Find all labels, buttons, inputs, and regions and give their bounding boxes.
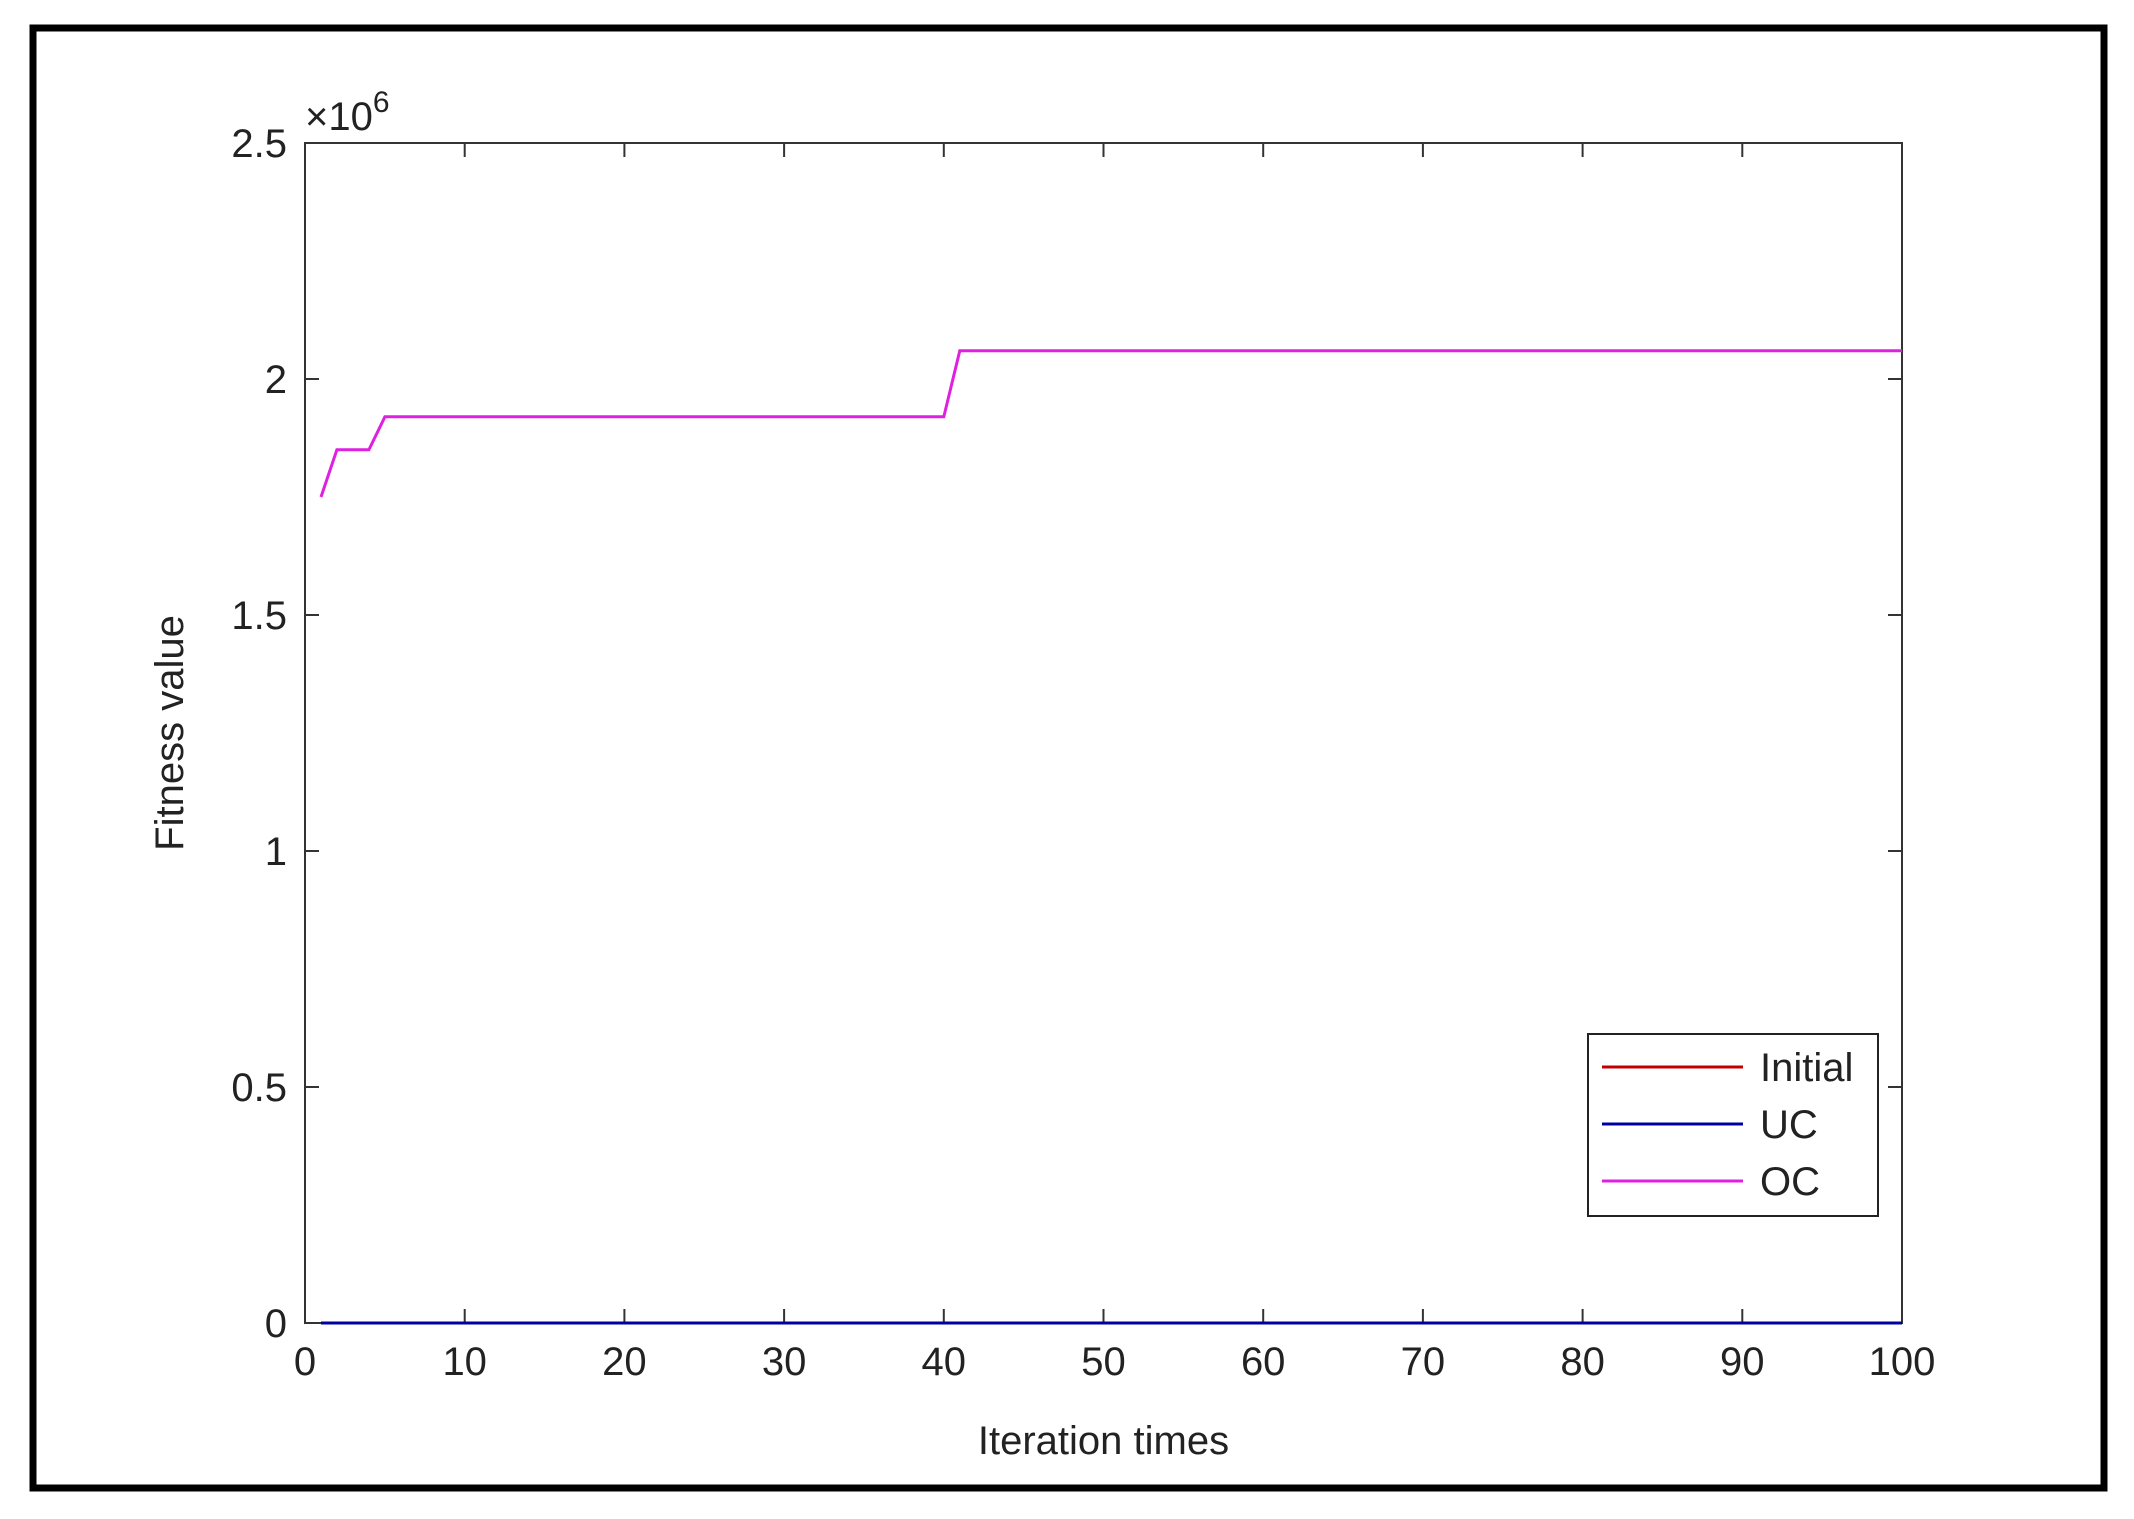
y-multiplier-base: ×10	[305, 95, 373, 139]
y-tick-label: 2	[265, 358, 287, 402]
y-multiplier: ×106	[305, 86, 390, 139]
x-tick-label: 20	[602, 1340, 647, 1384]
x-tick-label: 70	[1401, 1340, 1446, 1384]
x-tick-label: 90	[1720, 1340, 1765, 1384]
legend-label: OC	[1760, 1160, 1820, 1204]
y-tick-label: 0	[265, 1302, 287, 1346]
y-tick-label: 1.5	[231, 594, 287, 638]
x-tick-label: 80	[1560, 1340, 1605, 1384]
legend-label: UC	[1760, 1103, 1818, 1147]
legend-label: Initial	[1760, 1046, 1853, 1090]
x-tick-label: 30	[762, 1340, 807, 1384]
y-multiplier-exponent: 6	[373, 86, 390, 119]
x-tick-label: 60	[1241, 1340, 1286, 1384]
x-tick-label: 100	[1869, 1340, 1936, 1384]
data-line	[319, 349, 1902, 498]
y-tick-label: 1	[265, 830, 287, 874]
x-axis-label: Iteration times	[978, 1419, 1229, 1463]
x-tick-label: 10	[442, 1340, 487, 1384]
y-axis-label: Fitness value	[148, 615, 192, 851]
y-tick-label: 0.5	[231, 1066, 287, 1110]
x-tick-label: 0	[294, 1340, 316, 1384]
x-tick-label: 50	[1081, 1340, 1126, 1384]
x-tick-label: 40	[922, 1340, 967, 1384]
y-tick-label: 2.5	[231, 122, 287, 166]
